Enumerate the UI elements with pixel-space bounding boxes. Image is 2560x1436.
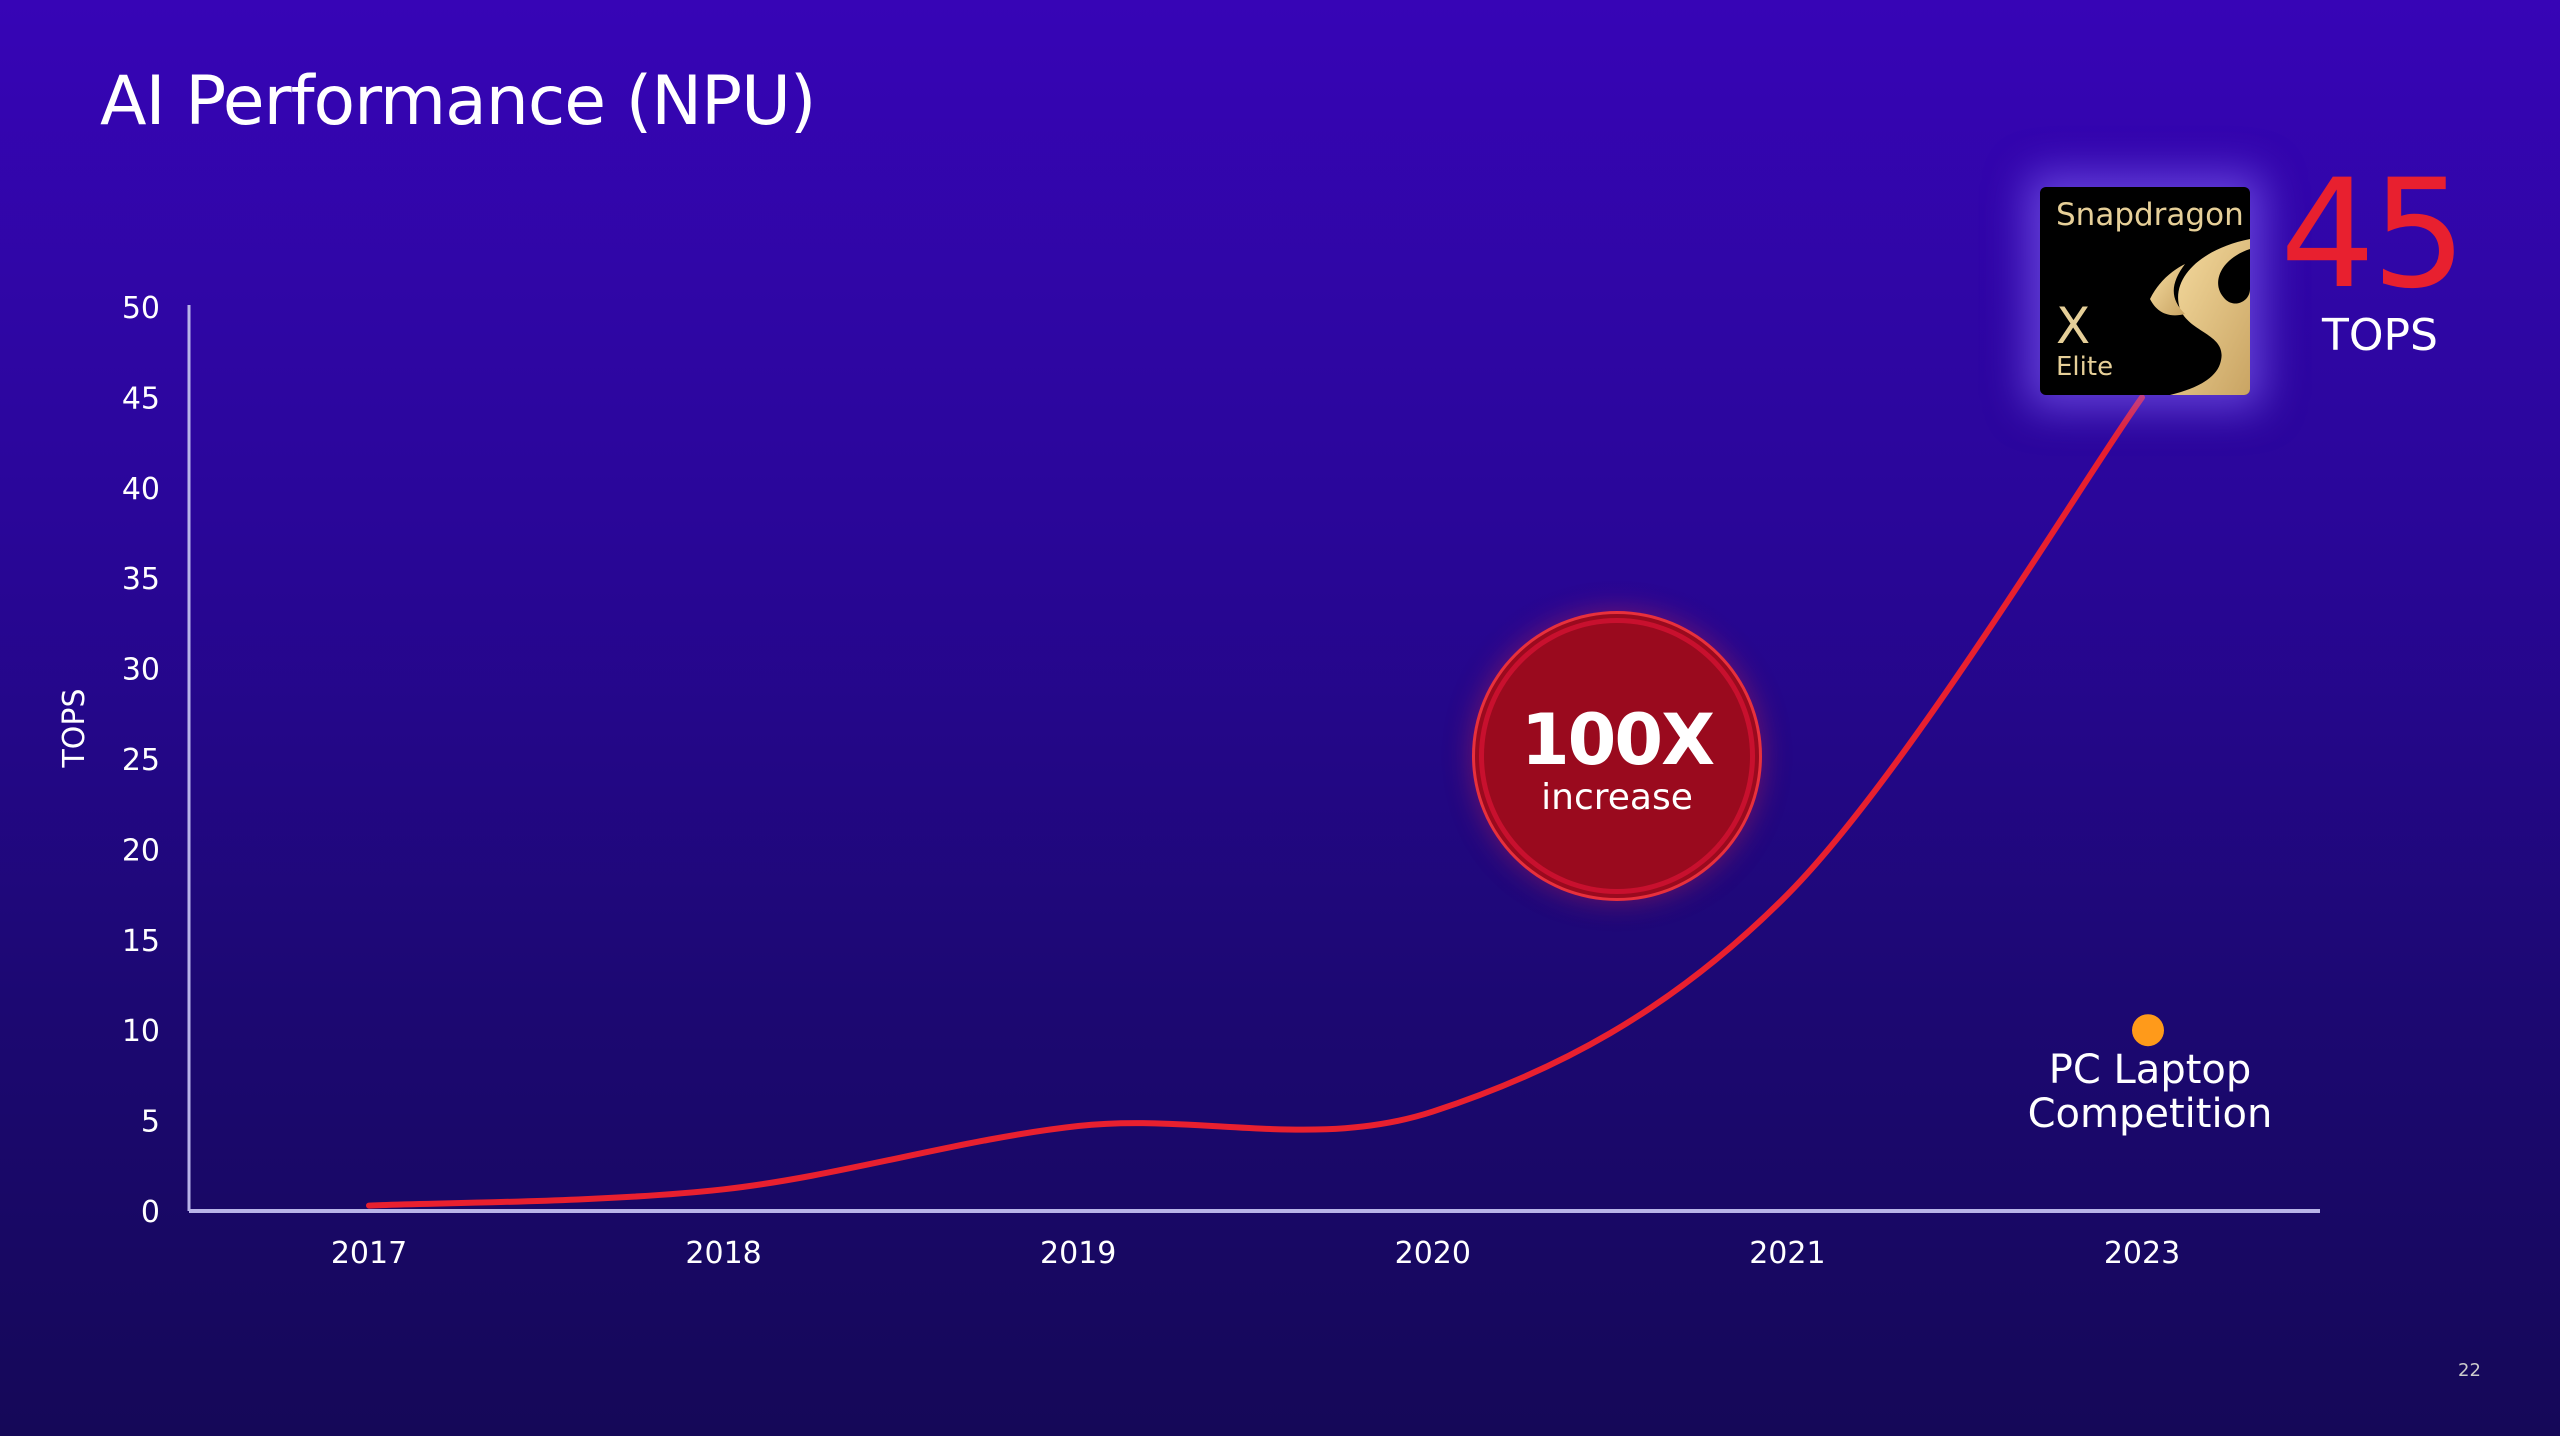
- snapdragon-flame-icon: [2150, 239, 2250, 395]
- x-tick-label: 2017: [331, 1236, 407, 1271]
- snapdragon-line: [366, 394, 2145, 1209]
- page-number: 22: [2458, 1360, 2481, 1381]
- y-tick-label: 0: [141, 1195, 160, 1230]
- competition-point: [2132, 1014, 2164, 1047]
- page-title: AI Performance (NPU): [100, 62, 816, 141]
- badge-value: 100X: [1520, 699, 1715, 781]
- competition-label: PC Laptop Competition: [2027, 1047, 2273, 1137]
- chip-tier: Elite: [2056, 352, 2114, 382]
- y-tick-label: 35: [122, 562, 160, 597]
- x-tick-label: 2023: [2104, 1236, 2180, 1271]
- y-tick-label: 45: [122, 381, 160, 416]
- y-tick-label: 40: [122, 472, 160, 507]
- highlight-unit: TOPS: [2322, 310, 2438, 361]
- increase-badge: 100X increase: [1484, 623, 1750, 889]
- snapdragon-x-elite-logo: Snapdragon X Elite: [2040, 187, 2250, 395]
- y-tick-label: 50: [122, 291, 160, 326]
- y-tick-label: 15: [122, 924, 160, 959]
- x-tick-label: 2021: [1749, 1236, 1825, 1271]
- y-tick-label: 30: [122, 653, 160, 688]
- y-tick-label: 25: [122, 743, 160, 778]
- x-tick-label: 2019: [1040, 1236, 1116, 1271]
- x-tick-label: 2020: [1395, 1236, 1471, 1271]
- highlight-value: 45: [2280, 148, 2467, 322]
- badge-label: increase: [1541, 777, 1693, 818]
- y-tick-label: 20: [122, 833, 160, 868]
- x-tick-label: 2018: [685, 1236, 761, 1271]
- y-tick-label: 5: [141, 1105, 160, 1140]
- chip-brand: Snapdragon: [2056, 197, 2244, 233]
- y-tick-label: 10: [122, 1014, 160, 1049]
- chip-model: X: [2056, 297, 2091, 355]
- y-axis-label: TOPS: [57, 688, 92, 768]
